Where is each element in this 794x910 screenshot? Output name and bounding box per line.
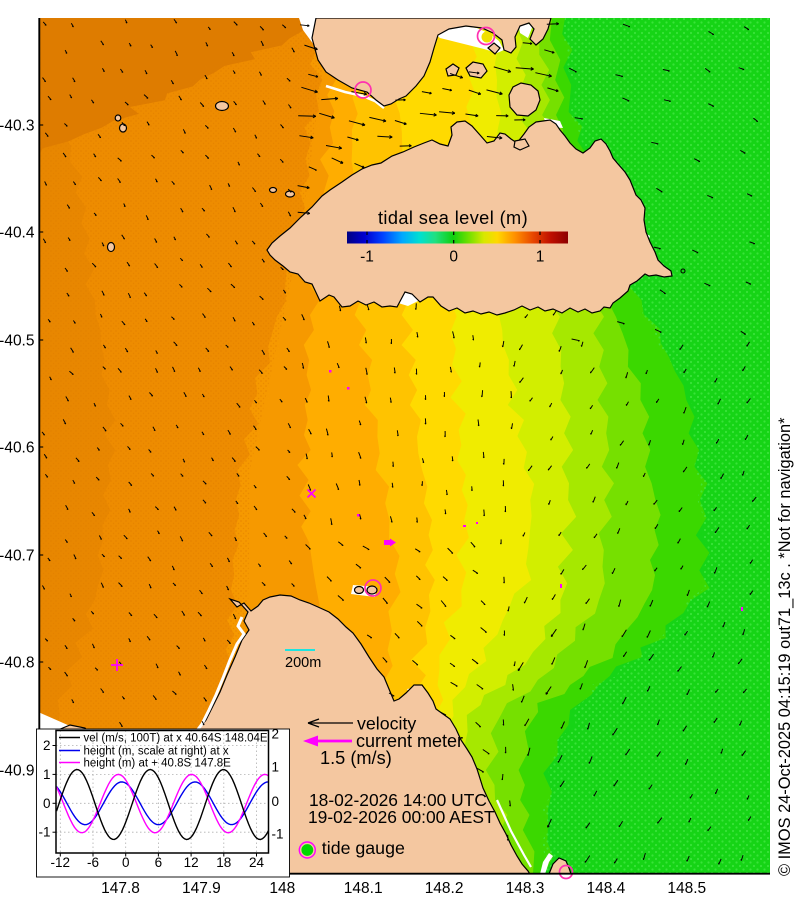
svg-text:148.1: 148.1	[344, 880, 383, 897]
svg-text:148.2: 148.2	[425, 880, 464, 897]
svg-text:0: 0	[449, 249, 458, 266]
svg-text:1: 1	[272, 760, 280, 775]
svg-text:-40.6: -40.6	[0, 439, 35, 456]
svg-text:-40.7: -40.7	[0, 547, 35, 564]
svg-text:1: 1	[536, 249, 545, 266]
svg-text:-6: -6	[87, 855, 99, 870]
svg-text:-1: -1	[38, 825, 50, 840]
svg-text:200m: 200m	[285, 655, 321, 671]
svg-text:18: 18	[216, 855, 231, 870]
svg-text:18-02-2026 14:00 UTC: 18-02-2026 14:00 UTC	[309, 790, 487, 810]
svg-text:0: 0	[272, 794, 280, 809]
svg-text:0: 0	[122, 855, 130, 870]
svg-text:velocity: velocity	[357, 714, 416, 734]
svg-text:-12: -12	[51, 855, 71, 870]
svg-text:1: 1	[43, 767, 51, 782]
svg-text:height (m, scale at right) at: height (m, scale at right) at x	[84, 746, 229, 758]
svg-text:-1: -1	[272, 826, 284, 841]
svg-text:1.5 (m/s): 1.5 (m/s)	[320, 748, 392, 768]
svg-text:-40.3: -40.3	[0, 117, 35, 134]
svg-text:© IMOS 24-Oct-2025 04:15:19 ou: © IMOS 24-Oct-2025 04:15:19 out71_13c . …	[776, 417, 794, 876]
svg-text:-40.5: -40.5	[0, 332, 35, 349]
svg-text:-40.9: -40.9	[0, 762, 35, 779]
svg-text:147.8: 147.8	[101, 880, 140, 897]
svg-text:height (m) at + 40.8S 147.8E: height (m) at + 40.8S 147.8E	[84, 758, 232, 770]
svg-text:vel (m/s, 100T) at x 40.64S 14: vel (m/s, 100T) at x 40.64S 148.04E	[84, 733, 268, 745]
svg-text:current meter: current meter	[356, 731, 463, 751]
svg-text:148.4: 148.4	[587, 880, 626, 897]
svg-text:6: 6	[155, 855, 163, 870]
svg-text:24: 24	[249, 855, 265, 870]
svg-text:2: 2	[272, 727, 280, 742]
svg-text:19-02-2026 00:00 AEST: 19-02-2026 00:00 AEST	[308, 807, 495, 827]
svg-text:2: 2	[43, 738, 51, 753]
svg-text:-40.8: -40.8	[0, 654, 35, 671]
svg-text:148.5: 148.5	[667, 880, 706, 897]
svg-text:tidal sea level (m): tidal sea level (m)	[378, 208, 528, 228]
svg-text:12: 12	[184, 855, 199, 870]
svg-text:-1: -1	[360, 249, 374, 266]
svg-text:148.3: 148.3	[506, 880, 545, 897]
svg-text:148: 148	[269, 880, 295, 897]
svg-text:147.9: 147.9	[182, 880, 221, 897]
svg-text:-40.4: -40.4	[0, 224, 35, 241]
svg-text:tide gauge: tide gauge	[322, 838, 405, 858]
svg-text:0: 0	[43, 796, 51, 811]
